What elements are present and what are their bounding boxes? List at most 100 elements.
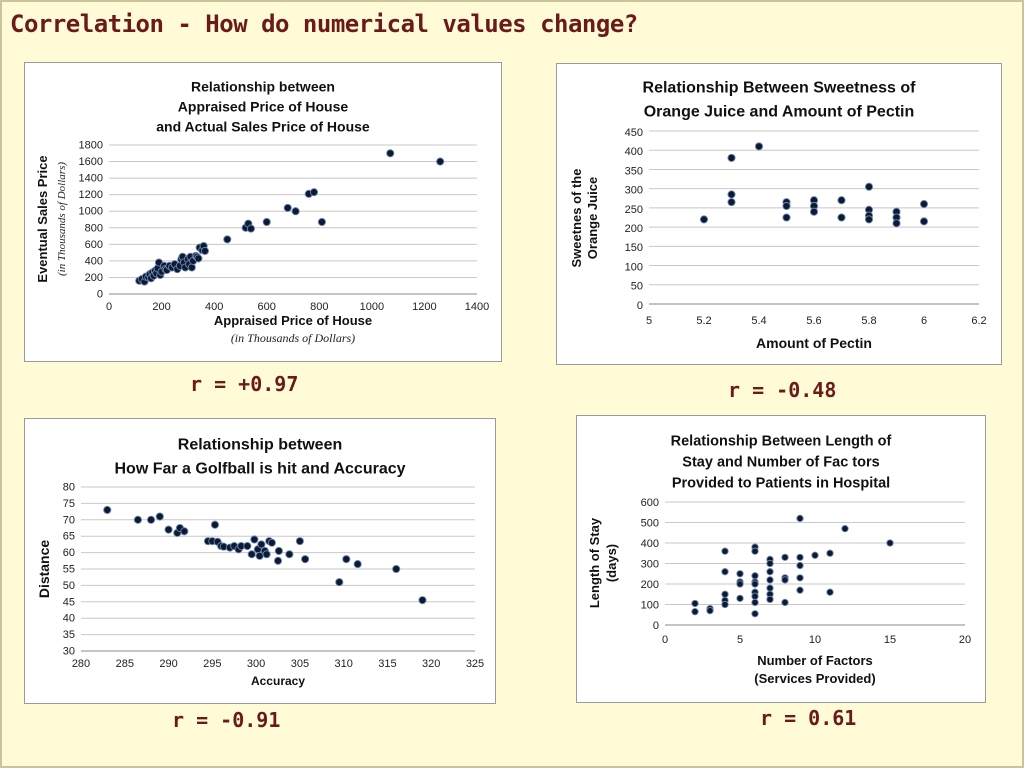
data-point: [886, 539, 894, 547]
x-tick-label: 600: [258, 301, 276, 313]
y-tick-label: 200: [625, 223, 643, 235]
data-point: [892, 219, 901, 228]
data-point: [246, 224, 255, 233]
data-point: [766, 576, 774, 584]
data-point: [699, 215, 709, 224]
y-tick-label: 55: [63, 564, 75, 576]
x-tick-label: 15: [884, 634, 896, 646]
y-tick-label: 45: [63, 596, 75, 608]
data-point: [155, 512, 164, 521]
x-tick-label: 6: [921, 315, 927, 327]
data-point: [243, 541, 252, 551]
y-tick-label: 0: [653, 620, 659, 632]
data-point: [273, 556, 283, 565]
data-point: [796, 586, 804, 594]
x-tick-label: 0: [106, 301, 112, 313]
y-tick-label: 40: [63, 613, 75, 625]
data-point: [210, 520, 220, 529]
y-axis-sublabel: (in Thousands of Dollars): [56, 162, 68, 276]
chart-svg: Relationship Between Length of Stay and N…: [587, 434, 971, 686]
y-tick-label: 400: [85, 255, 103, 267]
data-point: [335, 578, 344, 587]
data-point: [864, 182, 874, 191]
chart-title-line: Provided to Patients in Hospital: [672, 476, 890, 492]
chart-title-line: Appraised Price of House: [178, 98, 349, 114]
data-point: [691, 599, 699, 608]
y-tick-label: 600: [85, 239, 103, 251]
y-tick-label: 50: [63, 580, 75, 592]
data-point: [180, 527, 189, 536]
data-point: [691, 608, 699, 616]
chart-title-line: Stay and Number of Fac tors: [682, 455, 879, 471]
data-point: [736, 594, 744, 603]
y-tick-label: 75: [63, 498, 75, 510]
y-tick-label: 1400: [79, 173, 103, 185]
data-point: [727, 198, 736, 207]
data-point: [257, 540, 266, 549]
data-point: [781, 576, 789, 584]
data-point: [721, 547, 729, 555]
data-point: [342, 555, 351, 564]
data-point: [837, 213, 846, 222]
data-point: [721, 600, 729, 609]
y-axis-label: Eventual Sales Price: [35, 155, 50, 282]
data-point: [841, 525, 849, 533]
data-point: [285, 550, 294, 559]
data-point: [146, 515, 156, 524]
data-point: [782, 201, 791, 211]
data-point: [317, 217, 326, 227]
data-point: [751, 547, 759, 555]
data-point: [262, 550, 271, 559]
data-point: [809, 207, 819, 216]
x-tick-label: 0: [662, 634, 668, 646]
y-tick-label: 400: [625, 146, 643, 158]
y-tick-label: 800: [85, 222, 103, 234]
x-tick-label: 300: [247, 658, 265, 670]
data-point: [727, 190, 736, 199]
x-tick-label: 1200: [412, 301, 436, 313]
chart-title-line: Relationship Between Length of: [671, 434, 892, 450]
x-axis-sublabel: (in Thousands of Dollars): [231, 331, 355, 345]
x-tick-label: 5.8: [861, 315, 876, 327]
y-tick-label: 500: [641, 518, 659, 530]
data-point: [301, 555, 310, 564]
x-tick-label: 400: [205, 301, 223, 313]
chart-title-line: and Actual Sales Price of House: [156, 118, 370, 134]
x-tick-label: 325: [466, 658, 484, 670]
x-tick-label: 5.6: [806, 315, 821, 327]
y-tick-label: 30: [63, 646, 75, 658]
x-tick-label: 5: [646, 315, 652, 327]
chart-svg: Relationship between Appraised Price of H…: [35, 78, 489, 345]
data-point: [103, 505, 112, 515]
x-tick-label: 5.2: [696, 315, 711, 327]
r-value-hospital: r = 0.61: [760, 706, 857, 730]
y-tick-label: 200: [641, 579, 659, 591]
x-tick-label: 10: [809, 634, 821, 646]
x-tick-label: 5: [737, 634, 743, 646]
data-point: [727, 153, 736, 162]
data-point: [250, 535, 259, 544]
x-tick-label: 5.4: [751, 315, 766, 327]
x-tick-label: 320: [422, 658, 440, 670]
data-point: [766, 559, 774, 568]
data-point: [309, 188, 319, 197]
data-point: [826, 549, 834, 557]
data-point: [291, 207, 300, 216]
data-point: [200, 246, 209, 256]
data-point: [706, 606, 714, 615]
chart-title-line: Relationship between: [178, 436, 342, 453]
data-point: [267, 538, 276, 547]
x-tick-label: 200: [152, 301, 170, 313]
chart-title-line: Relationship between: [191, 78, 335, 94]
data-point: [386, 149, 395, 158]
x-axis-label: Amount of Pectin: [756, 335, 872, 351]
data-point: [919, 217, 929, 226]
data-point: [736, 570, 744, 578]
data-point: [782, 213, 791, 222]
x-tick-label: 1400: [465, 301, 489, 313]
house-price-chart: Relationship between Appraised Price of H…: [24, 62, 502, 362]
r-value-orange-juice: r = -0.48: [728, 378, 837, 402]
data-point: [164, 525, 173, 534]
golfball-chart: Relationship between How Far a Golfball i…: [24, 418, 496, 704]
y-tick-label: 200: [85, 272, 103, 284]
